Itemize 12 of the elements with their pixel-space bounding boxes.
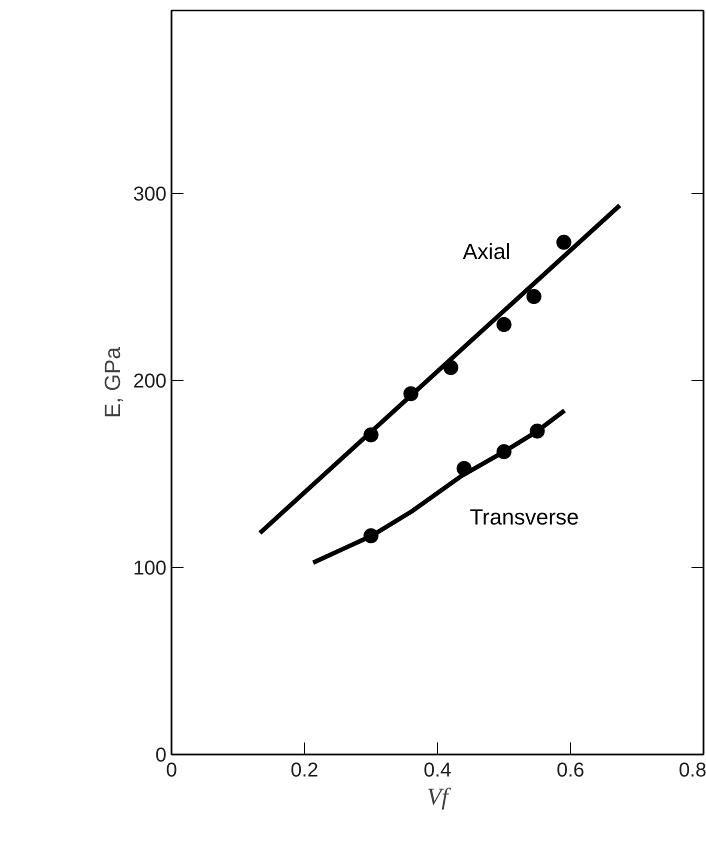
y-tick-label: 300	[133, 184, 167, 206]
y-tick-label: 200	[133, 370, 167, 393]
series-label: Axial	[462, 239, 510, 264]
x-tick-label: 0.2	[290, 760, 318, 782]
x-axis-title: Vf	[426, 784, 452, 810]
x-tick-label: 0.4	[424, 760, 452, 782]
y-tick-label: 0	[155, 744, 166, 766]
y-tick-label: 100	[133, 558, 167, 580]
y-axis-title: E, GPa	[100, 346, 126, 418]
x-tick-label: 0.8	[678, 760, 706, 782]
series-label: Transverse	[470, 504, 579, 530]
x-tick-label: 0.6	[556, 760, 584, 782]
